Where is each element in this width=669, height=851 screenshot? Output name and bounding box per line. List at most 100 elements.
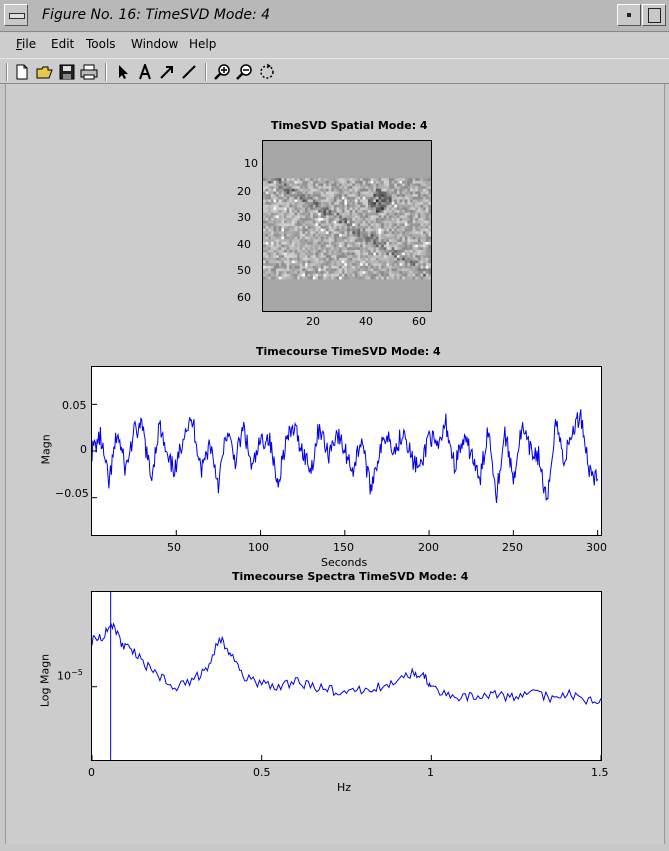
heatmap-cell (263, 241, 266, 245)
heatmap-cell (417, 188, 421, 192)
heatmap-cell (344, 271, 348, 275)
heatmap-cell (333, 249, 337, 253)
heatmap-cell (294, 188, 298, 192)
menu-window[interactable]: Window (131, 37, 179, 51)
heatmap-cell (378, 188, 382, 192)
heatmap-cell (305, 204, 308, 208)
text-icon[interactable] (135, 62, 155, 82)
heatmap-cell (360, 202, 364, 206)
heatmap-cell (263, 257, 266, 261)
maximize-button[interactable] (642, 4, 666, 26)
heatmap-cell (349, 194, 353, 198)
heatmap-cell (378, 249, 382, 253)
heatmap-cell (312, 271, 316, 275)
line-icon[interactable] (179, 62, 199, 82)
heatmap-cell (368, 186, 371, 190)
heatmap-cell (417, 196, 421, 200)
print-icon[interactable] (79, 62, 99, 82)
zoom-out-icon[interactable] (235, 62, 255, 82)
heatmap-cell (383, 188, 387, 192)
heatmap-cell (410, 247, 413, 251)
heatmap-cell (423, 183, 427, 187)
heatmap-cell (362, 210, 366, 213)
heatmap-cell (273, 228, 277, 232)
heatmap-cell (404, 210, 408, 213)
menu-tools[interactable]: Tools (86, 37, 116, 51)
heatmap-cell (375, 210, 379, 213)
menu-help[interactable]: Help (189, 37, 217, 51)
heatmap-cell (305, 199, 308, 203)
heatmap-cell (360, 191, 364, 195)
heatmap-cell (368, 265, 371, 269)
arrow-icon[interactable] (157, 62, 177, 82)
heatmap-cell (354, 239, 358, 243)
heatmap-cell (273, 268, 277, 272)
open-folder-icon[interactable] (35, 62, 55, 82)
spatial-image-axes[interactable] (262, 140, 432, 312)
heatmap-cell (417, 247, 421, 251)
heatmap-cell (273, 260, 277, 264)
heatmap-cell (347, 218, 350, 221)
heatmap-cell (310, 273, 314, 277)
menu-edit[interactable]: Edit (51, 37, 75, 51)
heatmap-cell (402, 215, 406, 219)
heatmap-cell (365, 215, 369, 219)
timecourse-axes[interactable] (91, 366, 602, 536)
heatmap-cell (396, 207, 400, 211)
heatmap-cell (318, 210, 322, 213)
heatmap-cell (420, 191, 424, 195)
heatmap-cell (354, 202, 358, 206)
heatmap-cell (368, 212, 371, 216)
heatmap-cell (425, 255, 429, 259)
heatmap-cell (381, 236, 385, 240)
heatmap-cell (347, 252, 350, 256)
zoom-in-icon[interactable] (213, 62, 233, 82)
heatmap-cell (415, 226, 419, 229)
minimize-button[interactable] (617, 4, 641, 26)
heatmap-cell (307, 255, 311, 259)
heatmap-cell (373, 196, 377, 200)
heatmap-cell (428, 204, 431, 208)
pointer-icon[interactable] (113, 62, 133, 82)
heatmap-cell (289, 247, 293, 251)
heatmap-cell (412, 204, 416, 208)
heatmap-cell (310, 183, 314, 187)
heatmap-cell (341, 231, 345, 235)
heatmap-cell (370, 226, 374, 229)
heatmap-cell (263, 180, 266, 184)
heatmap-cell (425, 271, 429, 275)
spectra-axes[interactable] (91, 591, 602, 761)
heatmap-cell (402, 178, 406, 182)
window-menu-button[interactable] (4, 4, 28, 26)
window-titlebar[interactable]: Figure No. 16: TimeSVD Mode: 4 (0, 0, 669, 32)
heatmap-cell (389, 178, 392, 182)
heatmap-cell (357, 239, 361, 243)
heatmap-cell (289, 255, 293, 259)
heatmap-cell (354, 252, 358, 256)
rotate-icon[interactable] (257, 62, 277, 82)
heatmap-cell (281, 268, 285, 272)
menu-file[interactable]: File (16, 37, 37, 51)
heatmap-cell (289, 207, 293, 211)
heatmap-cell (386, 215, 390, 219)
save-icon[interactable] (57, 62, 77, 82)
heatmap-cell (281, 186, 285, 190)
heatmap-cell (263, 233, 266, 237)
heatmap-cell (294, 257, 298, 261)
heatmap-cell (428, 241, 431, 245)
heatmap-cell (370, 271, 374, 275)
heatmap-cell (270, 218, 274, 221)
new-file-icon[interactable] (12, 62, 32, 82)
heatmap-cell (339, 271, 343, 275)
heatmap-cell (328, 268, 332, 272)
heatmap-cell (383, 178, 387, 182)
heatmap-cell (281, 236, 285, 240)
heatmap-cell (402, 244, 406, 248)
heatmap-cell (357, 178, 361, 182)
heatmap-cell (417, 218, 421, 221)
heatmap-cell (396, 180, 400, 184)
heatmap-cell (362, 204, 366, 208)
heatmap-cell (383, 273, 387, 277)
heatmap-cell (404, 252, 408, 256)
heatmap-cell (415, 271, 419, 275)
